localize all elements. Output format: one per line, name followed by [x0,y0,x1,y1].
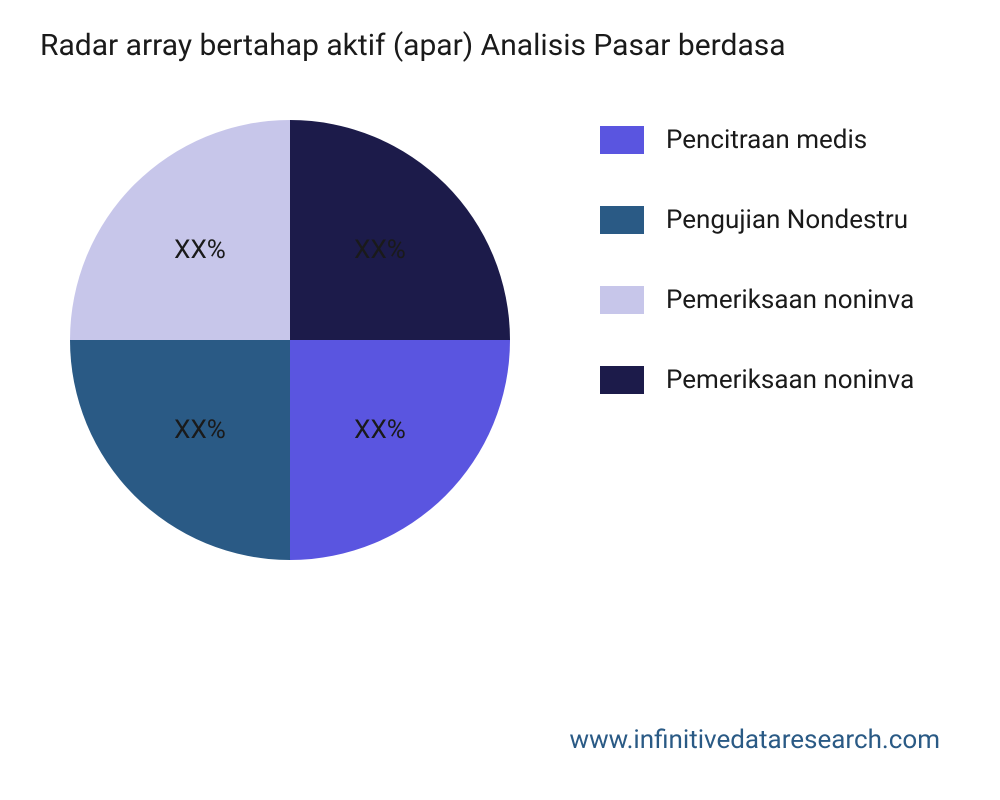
legend-item: Pengujian Nondestru [600,200,1000,240]
legend-label-3: Pemeriksaan noninva [666,365,914,395]
legend-item: Pencitraan medis [600,120,1000,160]
slice-label-2: XX% [174,235,226,265]
chart-title: Radar array bertahap aktif (apar) Analis… [40,28,1000,63]
slice-label-0: XX% [354,415,406,445]
legend-label-2: Pemeriksaan noninva [666,285,914,315]
slice-label-1: XX% [174,415,226,445]
legend-swatch-2 [600,286,644,314]
legend: Pencitraan medis Pengujian Nondestru Pem… [600,120,1000,440]
pie-chart: XX% XX% XX% XX% [70,120,510,560]
legend-label-1: Pengujian Nondestru [666,205,908,235]
legend-item: Pemeriksaan noninva [600,360,1000,400]
slice-label-3: XX% [354,235,406,265]
legend-swatch-1 [600,206,644,234]
legend-swatch-0 [600,126,644,154]
legend-label-0: Pencitraan medis [666,125,867,155]
footer-source-link[interactable]: www.infinitivedataresearch.com [570,725,940,755]
legend-swatch-3 [600,366,644,394]
pie-body [70,120,510,560]
legend-item: Pemeriksaan noninva [600,280,1000,320]
